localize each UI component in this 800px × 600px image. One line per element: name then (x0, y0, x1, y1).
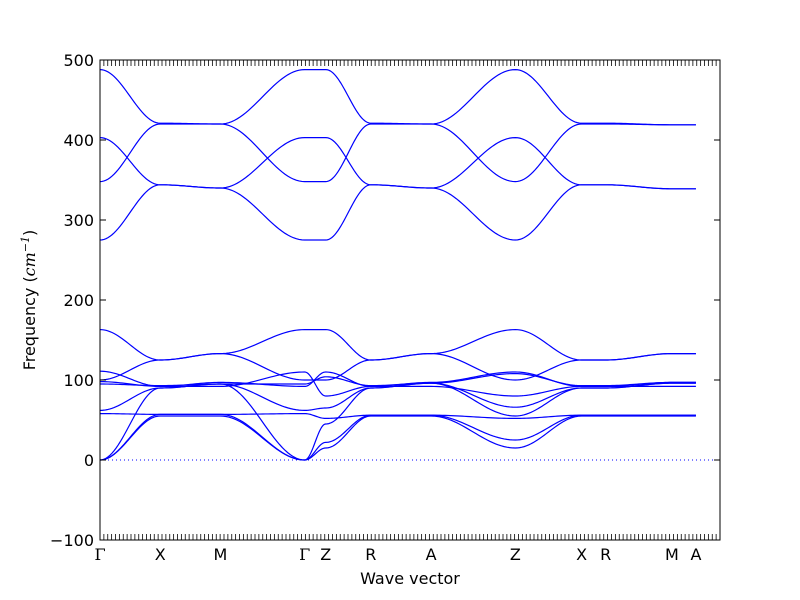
x-tick-label: Γ (299, 545, 310, 564)
band-13 (100, 136, 696, 190)
band-9 (100, 371, 696, 397)
y-axis-title-close: ) (20, 230, 39, 236)
y-tick-label: 500 (63, 51, 94, 70)
y-axis-title-text: Frequency ( (20, 276, 39, 370)
band-5 (100, 382, 696, 412)
band-2 (100, 413, 696, 461)
x-tick-label: X (576, 545, 587, 564)
x-tick-label: M (213, 545, 227, 564)
x-tick-label: M (665, 545, 679, 564)
y-axis-title: Frequency (cm−1) (19, 230, 39, 371)
plot-area (100, 68, 720, 461)
y-tick-label: 100 (63, 371, 94, 390)
band-4 (100, 413, 696, 420)
band-6 (100, 372, 696, 387)
y-tick-label: 0 (84, 451, 94, 470)
x-tick-label: A (426, 545, 437, 564)
x-axis-title: Wave vector (360, 569, 460, 588)
y-tick-label: 400 (63, 131, 94, 150)
x-tick-label: R (600, 545, 611, 564)
plot-frame (99, 59, 721, 541)
band-14 (100, 68, 696, 126)
x-tick-label: A (690, 545, 701, 564)
y-tick-label: −100 (50, 531, 94, 550)
y-axis-title-unit: cm (20, 252, 39, 276)
y-axis-ticks: −100 0 100 200 300 400 500 (50, 51, 720, 550)
x-tick-label: X (155, 545, 166, 564)
x-tick-label: Z (510, 545, 521, 564)
x-tick-label: Z (320, 545, 331, 564)
band-7 (100, 370, 696, 388)
band-12 (100, 123, 696, 183)
band-1 (100, 415, 696, 461)
x-tick-label: R (365, 545, 376, 564)
band-3 (100, 382, 696, 461)
y-axis-title-exponent: −1 (19, 236, 32, 252)
y-tick-label: 200 (63, 291, 94, 310)
y-tick-label: 300 (63, 211, 94, 230)
band-10 (100, 328, 696, 361)
x-tick-label: Γ (94, 545, 105, 564)
band-11 (100, 184, 696, 241)
